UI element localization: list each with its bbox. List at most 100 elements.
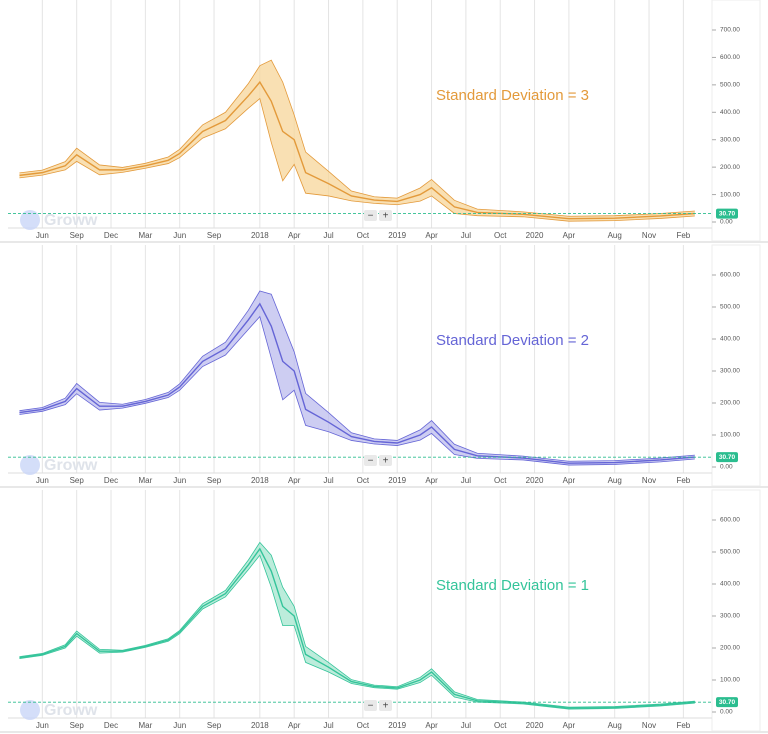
chart-panel: Jun Sep Dec Mar Jun Sep 2018 Apr Jul Oct 2019 Apr Ju… <box>0 0 768 243</box>
watermark-logo <box>20 210 40 230</box>
y-tick-label: 300.00 <box>720 368 740 375</box>
zoom-out-label[interactable]: − <box>368 701 374 712</box>
x-tick-label: 2018 <box>251 721 269 730</box>
zoom-out-button[interactable] <box>364 700 377 711</box>
axis-panel <box>711 244 761 487</box>
x-tick-label: Sep <box>70 721 85 730</box>
y-tick-label: 400.00 <box>720 336 740 343</box>
y-tick-label: 300.00 <box>720 613 740 620</box>
x-tick-label: Sep <box>207 476 222 485</box>
y-tick-label: 600.00 <box>720 517 740 524</box>
x-tick-label: Jul <box>461 721 471 730</box>
price-line <box>19 547 695 709</box>
y-tick-label: 0.00 <box>720 709 733 716</box>
x-tick-label: Mar <box>138 231 152 240</box>
last-price-label: 30.70 <box>719 699 736 706</box>
x-tick-label: Oct <box>494 721 507 730</box>
watermark-logo <box>20 455 40 475</box>
x-tick-label: Apr <box>288 231 301 240</box>
x-tick-label: Mar <box>138 476 152 485</box>
zoom-in-button[interactable] <box>379 210 392 221</box>
x-tick-label: Jun <box>36 231 49 240</box>
y-tick-label: 400.00 <box>720 581 740 588</box>
x-tick-label: Sep <box>207 721 222 730</box>
x-tick-label: 2020 <box>526 231 544 240</box>
annotation: Standard Deviation = 3 <box>436 87 589 104</box>
y-tick-label: 700.00 <box>720 27 740 34</box>
x-tick-label: Jul <box>461 231 471 240</box>
zoom-in-label[interactable]: + <box>383 701 389 712</box>
y-tick-label: 100.00 <box>720 432 740 439</box>
x-tick-label: Apr <box>288 476 301 485</box>
watermark: Groww <box>44 212 98 229</box>
zoom-out-label[interactable]: − <box>368 211 374 222</box>
x-tick-label: Nov <box>642 231 656 240</box>
watermark: Groww <box>44 457 98 474</box>
x-tick-label: Jul <box>323 476 333 485</box>
zoom-out-button[interactable] <box>364 455 377 466</box>
x-tick-label: Apr <box>288 721 301 730</box>
zoom-in-button[interactable] <box>379 455 392 466</box>
y-tick-label: 0.00 <box>720 464 733 471</box>
x-tick-label: Feb <box>676 231 690 240</box>
x-tick-label: Sep <box>207 231 222 240</box>
x-tick-label: 2020 <box>526 476 544 485</box>
x-tick-label: Sep <box>70 476 85 485</box>
y-tick-label: 0.00 <box>720 219 733 226</box>
x-tick-label: Aug <box>608 231 622 240</box>
x-tick-label: Jul <box>323 721 333 730</box>
x-tick-label: Jun <box>36 476 49 485</box>
x-tick-label: Nov <box>642 476 656 485</box>
y-tick-label: 100.00 <box>720 677 740 684</box>
x-tick-label: Apr <box>563 476 576 485</box>
last-price-box <box>716 208 738 219</box>
x-tick-label: Oct <box>357 721 370 730</box>
axis-panel <box>711 489 761 732</box>
y-tick-label: 500.00 <box>720 304 740 311</box>
zoom-in-button[interactable] <box>379 700 392 711</box>
price-line <box>19 80 695 220</box>
x-tick-label: Jun <box>173 476 186 485</box>
axis-panel <box>711 0 761 242</box>
x-tick-label: Jun <box>173 721 186 730</box>
x-tick-label: 2020 <box>526 721 544 730</box>
y-tick-label: 300.00 <box>720 136 740 143</box>
last-price-box <box>716 697 738 708</box>
plot-background <box>0 490 768 731</box>
y-tick-label: 200.00 <box>720 400 740 407</box>
band-upper <box>19 541 695 708</box>
price-line <box>19 302 695 464</box>
x-tick-label: Sep <box>70 231 85 240</box>
x-tick-label: Jul <box>461 476 471 485</box>
zoom-in-label[interactable]: + <box>383 456 389 467</box>
y-tick-label: 500.00 <box>720 549 740 556</box>
annotation: Standard Deviation = 2 <box>436 332 589 349</box>
x-tick-label: Oct <box>494 231 507 240</box>
watermark-logo <box>20 700 40 720</box>
chart-panel: Jun Sep Dec Mar Jun Sep 2018 Apr Jul Oct 2019 Apr Ju… <box>0 489 768 733</box>
zoom-out-button[interactable] <box>364 210 377 221</box>
y-tick-label: 600.00 <box>720 54 740 61</box>
band-upper <box>19 290 695 462</box>
x-tick-label: Aug <box>608 721 622 730</box>
last-price-label: 30.70 <box>719 454 736 461</box>
y-tick-label: 200.00 <box>720 645 740 652</box>
x-tick-label: Jun <box>173 231 186 240</box>
last-price-label: 30.70 <box>719 210 736 217</box>
x-tick-label: Nov <box>642 721 656 730</box>
x-tick-label: Aug <box>608 476 622 485</box>
x-tick-label: Jun <box>36 721 49 730</box>
chart-panel: Jun Sep Dec Mar Jun Sep 2018 Apr Jul Oct 2019 Apr Ju… <box>0 244 768 488</box>
last-price-box <box>716 452 738 463</box>
x-tick-label: Feb <box>676 476 690 485</box>
x-tick-label: Apr <box>425 231 438 240</box>
x-tick-label: 2018 <box>251 476 269 485</box>
x-tick-label: 2019 <box>388 231 406 240</box>
y-tick-label: 200.00 <box>720 164 740 171</box>
zoom-out-label[interactable]: − <box>368 456 374 467</box>
zoom-in-label[interactable]: + <box>383 211 389 222</box>
x-tick-label: Jul <box>323 231 333 240</box>
watermark: Groww <box>44 702 98 719</box>
x-tick-label: Apr <box>563 231 576 240</box>
band-lower <box>19 315 695 466</box>
